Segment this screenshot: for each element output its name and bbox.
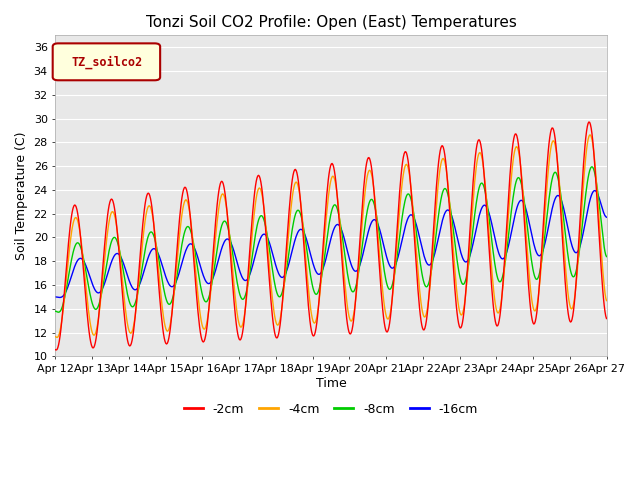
Legend: -2cm, -4cm, -8cm, -16cm: -2cm, -4cm, -8cm, -16cm: [179, 398, 483, 420]
Y-axis label: Soil Temperature (C): Soil Temperature (C): [15, 132, 28, 260]
Title: Tonzi Soil CO2 Profile: Open (East) Temperatures: Tonzi Soil CO2 Profile: Open (East) Temp…: [145, 15, 516, 30]
FancyBboxPatch shape: [52, 43, 160, 80]
X-axis label: Time: Time: [316, 377, 346, 390]
Text: TZ_soilco2: TZ_soilco2: [71, 55, 142, 69]
